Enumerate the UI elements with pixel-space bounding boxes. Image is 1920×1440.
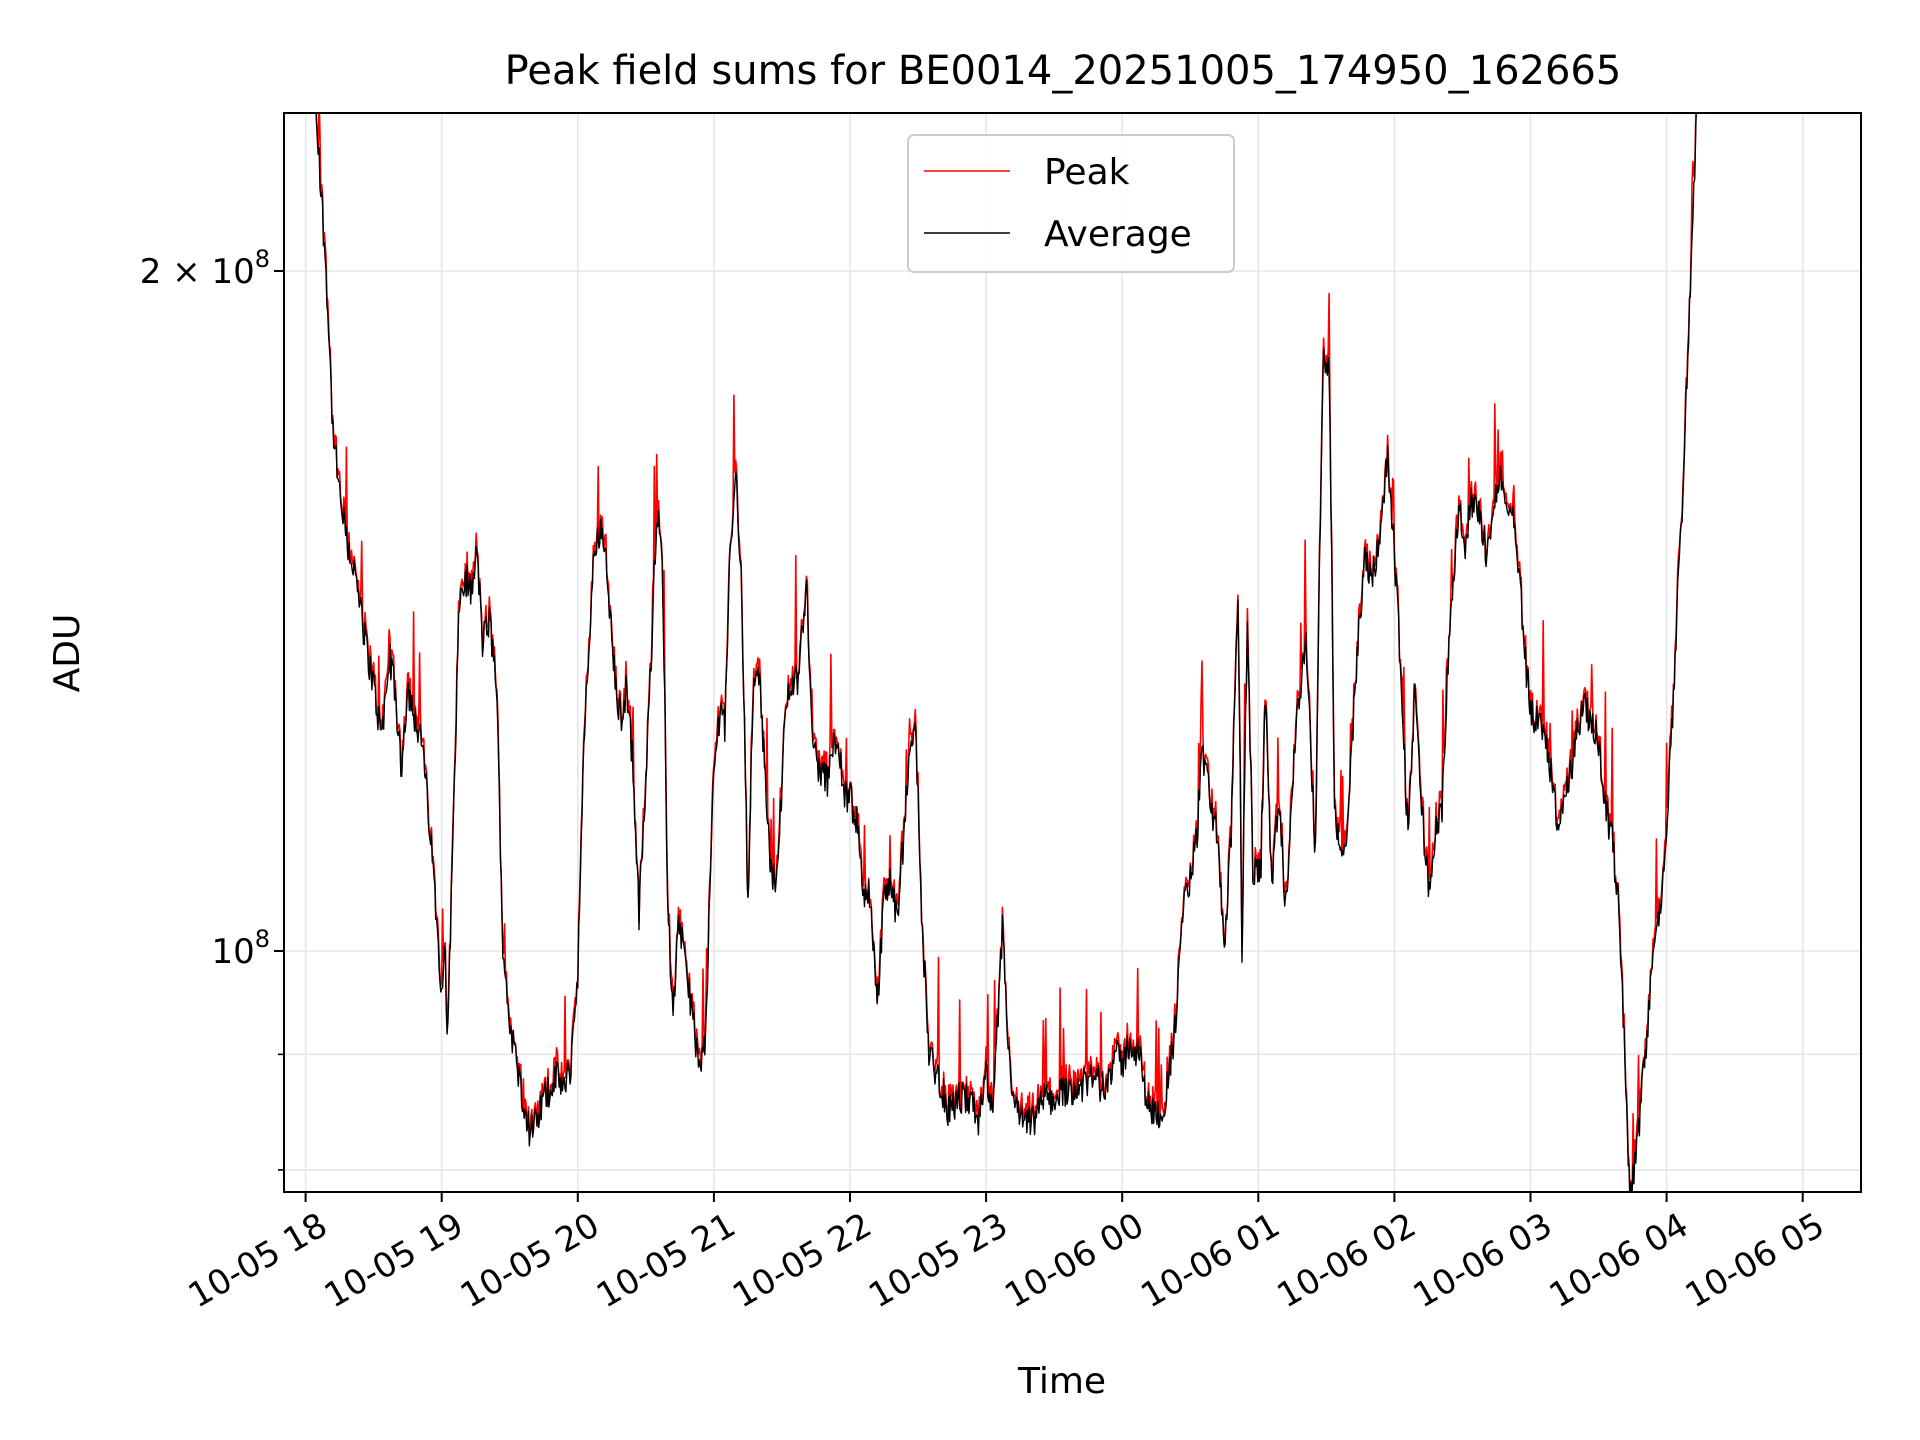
legend: Peak Average [907,134,1235,273]
y-axis-ticks: 108 2 × 108 [140,245,284,1171]
y-tick-label: 108 [211,925,270,972]
series-average-line [313,113,1697,1192]
plot-frame [283,112,1862,1193]
legend-peak-label: Peak [1044,152,1130,193]
y-axis-label: ADU [47,614,88,693]
legend-average-label: Average [1044,214,1192,255]
x-axis-label: Time [1017,1361,1106,1402]
y-tick-label: 2 × 108 [140,245,270,292]
legend-box [907,134,1235,273]
chart-title: Peak field sums for BE0014_20251005_1749… [505,48,1622,94]
